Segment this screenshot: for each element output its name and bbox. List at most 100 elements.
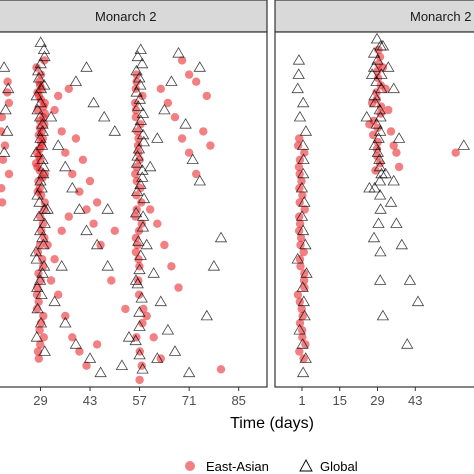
point-global (0, 146, 11, 157)
point-global (401, 338, 414, 349)
point-global (368, 89, 381, 101)
point-east-asian (36, 212, 45, 221)
point-east-asian (0, 155, 8, 164)
point-east-asian (365, 120, 374, 129)
point-global (94, 366, 107, 378)
point-global (129, 334, 142, 346)
point-global (31, 103, 44, 115)
point-east-asian (202, 91, 211, 101)
point-global (372, 217, 385, 228)
point-east-asian (451, 148, 460, 157)
point-global (371, 54, 384, 65)
point-global (299, 352, 312, 363)
point-east-asian (146, 205, 155, 214)
point-global (411, 295, 425, 307)
point-global (376, 309, 390, 321)
point-global (44, 110, 58, 122)
x-tick-label: 71 (182, 393, 196, 408)
x-axis-title: Time (days) (230, 415, 314, 432)
point-east-asian (131, 169, 140, 179)
point-global (2, 82, 15, 94)
point-east-asian (54, 290, 63, 299)
point-global (51, 139, 65, 150)
point-east-asian (68, 169, 77, 179)
point-east-asian (131, 113, 140, 122)
point-global (36, 167, 50, 179)
point-global (37, 238, 50, 250)
point-global (101, 203, 114, 214)
point-global (373, 174, 387, 186)
point-global (193, 174, 206, 186)
point-east-asian (0, 184, 6, 193)
point-global (140, 238, 153, 250)
point-east-asian (75, 187, 84, 196)
point-global (101, 260, 114, 271)
point-global (151, 352, 164, 363)
point-global (1, 125, 14, 136)
point-global (33, 196, 46, 207)
point-global (59, 160, 72, 172)
point-global (296, 167, 310, 179)
point-global (298, 309, 311, 321)
point-global (90, 238, 104, 250)
point-east-asian (216, 365, 226, 374)
point-global (360, 110, 373, 122)
point-east-asian (121, 304, 130, 314)
point-global (34, 36, 47, 47)
point-global (131, 121, 144, 133)
point-global (130, 157, 144, 168)
point-global (59, 316, 72, 328)
point-east-asian (295, 134, 304, 143)
point-global (132, 235, 145, 246)
point-global (295, 181, 309, 193)
point-global (367, 61, 381, 72)
point-east-asian (149, 333, 158, 342)
point-global (296, 139, 310, 150)
point-east-asian (33, 347, 43, 356)
point-east-asian (295, 198, 304, 207)
point-east-asian (3, 77, 12, 86)
point-global (33, 274, 47, 285)
point-east-asian (46, 276, 56, 285)
point-global (37, 160, 50, 172)
point-global (375, 82, 388, 94)
point-global (382, 61, 395, 72)
point-global (134, 249, 147, 260)
point-global (374, 203, 387, 214)
point-global (367, 47, 381, 58)
point-east-asian (297, 176, 306, 186)
point-global (136, 57, 149, 69)
point-global (83, 352, 97, 363)
point-global (154, 295, 167, 307)
point-global (365, 68, 379, 79)
point-global (30, 89, 43, 101)
point-global (291, 82, 304, 94)
x-tick-label: 43 (408, 393, 422, 408)
point-global (38, 50, 51, 62)
point-global (34, 316, 48, 328)
point-global (376, 39, 390, 51)
point-global (115, 359, 129, 371)
point-global (31, 302, 44, 314)
point-global (36, 267, 49, 278)
point-global (36, 118, 49, 129)
point-east-asian (132, 205, 141, 214)
point-global (38, 345, 51, 356)
point-east-asian (92, 340, 102, 349)
legend-key-global (299, 459, 313, 472)
point-global (292, 54, 306, 65)
point-east-asian (206, 141, 215, 150)
point-global (457, 139, 471, 150)
point-east-asian (139, 304, 148, 314)
point-global (29, 245, 43, 257)
point-global (144, 160, 157, 172)
point-global (136, 210, 150, 221)
point-east-asian (299, 247, 308, 257)
legend-key-east-asian (185, 461, 195, 471)
point-east-asian (170, 113, 180, 122)
point-global (368, 139, 382, 150)
point-global (132, 100, 145, 111)
point-global (36, 125, 49, 136)
point-east-asian (184, 70, 194, 79)
point-east-asian (386, 127, 396, 136)
